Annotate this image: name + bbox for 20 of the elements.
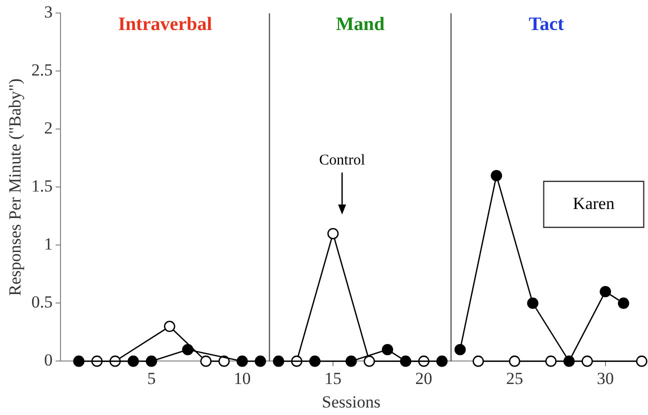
y-tick-label: 0.5	[31, 292, 53, 312]
annotation: Intraverbal	[118, 14, 212, 36]
y-axis-title: Responses Per Minute ("Baby")	[6, 78, 25, 296]
y-tick-label: 1	[44, 234, 53, 254]
y-tick-label: 2.5	[31, 60, 53, 80]
x-axis-title: Sessions	[322, 392, 380, 412]
annotation: Karen	[572, 194, 615, 213]
y-tick-label: 1.5	[31, 176, 53, 196]
annotation: Control	[319, 152, 366, 168]
x-tick-label: 30	[596, 368, 614, 388]
x-tick-label: 15	[324, 368, 342, 388]
y-tick-label: 2	[44, 118, 53, 138]
x-tick-label: 20	[415, 368, 432, 388]
annotation: Tact	[528, 14, 565, 36]
annotation: Mand	[336, 14, 385, 36]
x-tick-label: 25	[506, 368, 524, 388]
y-tick-label: 0	[44, 350, 53, 370]
x-tick-label: 10	[234, 368, 251, 388]
y-tick-label: 3	[44, 2, 53, 22]
x-tick-label: 5	[147, 368, 156, 388]
